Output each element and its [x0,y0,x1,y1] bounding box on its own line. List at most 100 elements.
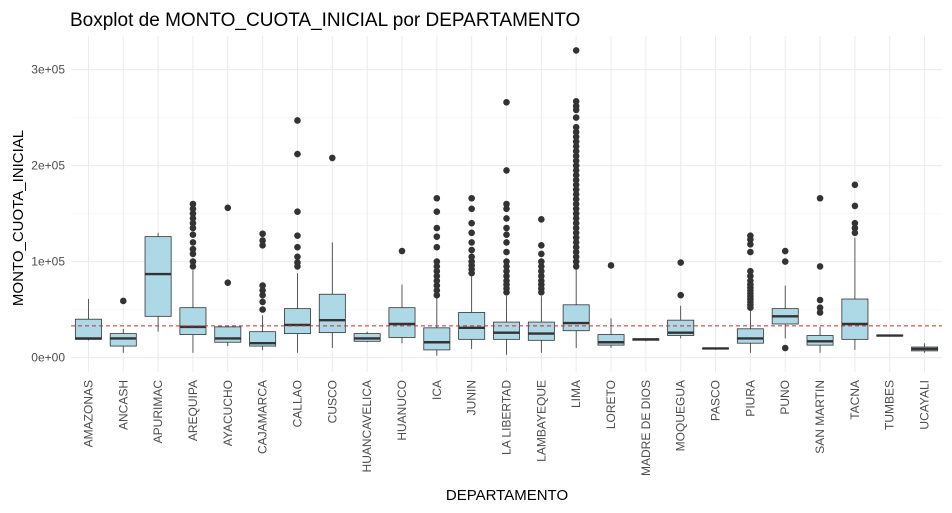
outlier-point [816,194,824,202]
outlier-point [433,282,441,289]
outlier-point [294,253,301,261]
outlier-point [538,241,545,249]
outlier-point [189,210,197,217]
x-tick-label: AMAZONAS [81,380,95,447]
outlier-point [433,194,441,202]
outlier-point [503,267,510,275]
box-piura [736,232,764,353]
outlier-point [851,219,859,227]
outlier-point [816,263,824,270]
outlier-point [433,277,441,285]
outlier-point [607,262,615,269]
box-body [144,236,172,317]
outlier-point [259,241,266,249]
x-tick-label: AYACUCHO [221,380,235,446]
outlier-point [572,224,580,232]
x-axis: AMAZONAS ANCASH APURIMAC AREQUIPA AYACUCHO CA… [81,380,931,476]
outlier-point [224,204,232,212]
box-body [283,308,311,335]
box-body [214,326,242,343]
box-san-martin [806,194,834,353]
y-tick-label: 2e+05 [31,159,65,173]
outlier-point [468,229,475,237]
x-tick-label: SAN MARTIN [813,380,827,454]
x-tick-label: JUNIN [465,380,479,415]
outlier-point [572,205,580,213]
outlier-point [538,250,545,258]
box-body [179,307,207,335]
outlier-point [572,114,580,121]
box-body [109,333,137,347]
outlier-point [189,258,197,265]
outlier-point [468,246,475,254]
outlier-point [572,176,580,184]
outlier-point [433,208,441,215]
outlier-point [503,224,510,232]
box-callao [283,117,311,353]
box-body [736,328,764,344]
outlier-point [572,191,580,198]
outlier-point [538,277,545,285]
box-madre-de-dios [632,338,660,342]
outlier-point [781,247,789,255]
outlier-point [538,263,545,270]
outlier-point [572,215,580,222]
x-tick-label: LIMA [569,380,583,408]
outlier-point [851,181,859,189]
outlier-point [259,237,266,244]
x-tick-label: CALLAO [290,380,304,427]
outlier-point [572,239,580,246]
outlier-point [572,128,580,136]
outlier-point [572,123,580,131]
outlier-point [572,219,580,227]
box-body [388,307,416,338]
outlier-point [538,258,545,265]
box-ucayali [911,343,939,353]
outlier-point [677,259,684,266]
box-ica [423,194,451,356]
outlier-point [433,267,441,275]
y-axis: 0e+00 1e+05 2e+05 3e+05 [31,63,65,365]
outlier-point [503,277,510,285]
outlier-point [294,150,301,158]
outlier-point [294,243,301,251]
outlier-point [189,263,197,270]
outlier-point [468,205,475,213]
outlier-point [572,195,580,203]
outlier-point [747,248,754,256]
box-body [841,298,869,340]
outlier-point [433,224,441,232]
box-puno [771,247,799,352]
box-arequipa [179,200,207,353]
x-tick-label: MADRE DE DIOS [639,380,653,476]
outlier-point [572,97,580,105]
x-tick-label: APURIMAC [151,380,165,444]
outlier-point [189,245,197,253]
x-tick-label: HUANCAVELICA [360,380,374,472]
x-tick-label: PUNO [778,380,792,415]
outlier-point [468,253,475,261]
outlier-point [294,232,301,239]
outlier-point [781,258,789,265]
x-tick-label: CAJAMARCA [256,380,270,454]
box-ayacucho [214,204,242,347]
outlier-point [851,229,859,237]
outlier-point [572,143,580,150]
box-body [527,321,555,341]
box-body [74,318,102,340]
outlier-point [189,200,197,208]
x-tick-label: HUANUCO [395,380,409,441]
x-tick-label: PASCO [709,380,723,421]
outlier-point [816,309,824,316]
outlier-point [572,147,580,155]
outlier-point [572,152,580,160]
outlier-point [503,263,510,270]
outlier-point [259,230,266,238]
outlier-point [329,154,336,162]
outlier-point [468,219,475,227]
outlier-point [538,216,545,223]
outlier-point [189,219,197,227]
outlier-point [433,233,441,240]
outlier-point [572,243,580,251]
x-tick-label: AREQUIPA [186,380,200,441]
